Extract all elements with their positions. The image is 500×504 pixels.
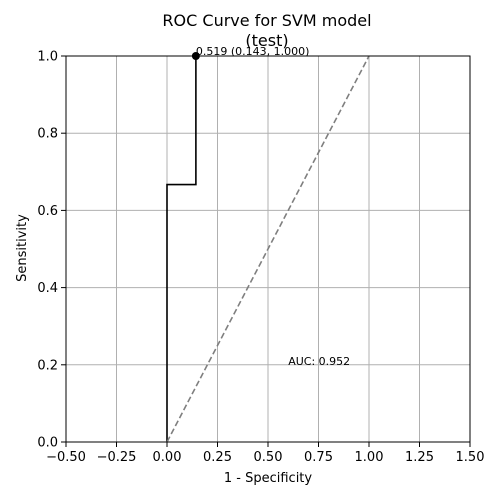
y-tick-label: 0.2 — [37, 358, 58, 373]
auc-label: AUC: 0.952 — [288, 355, 350, 368]
threshold-point-label: 0.519 (0.143, 1.000) — [196, 45, 310, 58]
y-axis-label: Sensitivity — [15, 214, 30, 282]
x-axis-label: 1 - Specificity — [224, 471, 313, 486]
x-tick-label: −0.25 — [97, 450, 137, 465]
series-layer — [166, 55, 370, 443]
ticks: −0.50 −0.25 0.00 0.25 0.50 0.75 1.00 1.25 1.50 0.… — [37, 50, 484, 466]
x-tick-label: 1.50 — [456, 450, 485, 465]
x-tick-label: 1.00 — [355, 450, 384, 465]
x-tick-label: −0.50 — [46, 450, 86, 465]
reference-diagonal-line — [166, 55, 370, 443]
x-tick-label: 0.50 — [254, 450, 283, 465]
y-tick-label: 1.0 — [37, 50, 58, 65]
x-tick-label: 0.00 — [153, 450, 182, 465]
y-tick-label: 0.6 — [37, 204, 58, 219]
marker-layer: 0.519 (0.143, 1.000) AUC: 0.952 — [191, 45, 350, 368]
x-tick-label: 0.75 — [304, 450, 333, 465]
x-tick-label: 1.25 — [405, 450, 434, 465]
chart-title-line2: (test) — [245, 31, 288, 50]
y-tick-label: 0.0 — [37, 436, 58, 451]
y-tick-label: 0.4 — [37, 281, 58, 296]
roc-curve-line — [166, 56, 197, 442]
chart-title-line1: ROC Curve for SVM model — [162, 11, 371, 30]
x-tick-label: 0.25 — [203, 450, 232, 465]
y-tick-label: 0.8 — [37, 127, 58, 142]
